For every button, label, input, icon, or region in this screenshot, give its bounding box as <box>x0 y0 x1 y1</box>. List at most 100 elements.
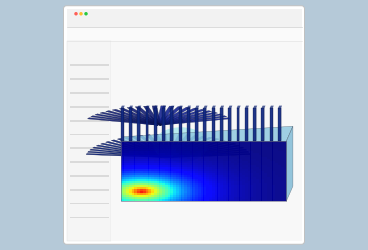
Bar <box>215 143 217 145</box>
Bar <box>198 187 201 189</box>
Polygon shape <box>106 110 160 125</box>
Bar <box>154 147 157 149</box>
Bar <box>151 167 154 169</box>
Bar <box>248 141 251 143</box>
Bar <box>132 153 135 155</box>
Bar <box>215 175 217 177</box>
Bar <box>239 165 243 167</box>
Bar <box>261 199 265 201</box>
Bar <box>121 108 124 141</box>
Bar <box>212 163 215 165</box>
Bar <box>206 191 209 193</box>
Bar <box>176 147 179 149</box>
Bar <box>201 165 204 167</box>
Bar <box>162 157 165 159</box>
Polygon shape <box>168 154 250 158</box>
Bar <box>126 183 129 185</box>
Bar <box>176 141 179 143</box>
Bar <box>256 153 259 155</box>
Polygon shape <box>281 107 282 141</box>
Bar <box>167 149 171 151</box>
Bar <box>272 189 276 191</box>
Bar <box>256 185 259 187</box>
Bar <box>212 147 215 149</box>
Bar <box>215 195 217 197</box>
Bar <box>148 163 151 165</box>
Bar <box>162 189 165 191</box>
Bar <box>192 149 195 151</box>
Bar <box>151 153 154 155</box>
Circle shape <box>79 12 83 16</box>
Bar <box>173 157 176 159</box>
Bar <box>259 153 262 155</box>
Bar <box>162 145 165 147</box>
Bar <box>143 153 146 155</box>
Bar <box>187 143 190 145</box>
Bar <box>204 179 206 181</box>
Bar <box>217 169 220 171</box>
Bar <box>226 165 229 167</box>
Polygon shape <box>93 147 169 158</box>
Bar <box>195 163 198 165</box>
Bar <box>170 197 173 199</box>
Bar <box>270 167 273 169</box>
Bar <box>253 169 256 171</box>
Bar <box>270 181 273 183</box>
Bar <box>278 165 281 167</box>
Bar <box>272 153 276 155</box>
Bar <box>129 179 132 181</box>
Bar <box>198 177 201 179</box>
Bar <box>212 195 215 197</box>
Bar <box>226 171 229 173</box>
Bar <box>192 187 195 189</box>
Bar <box>178 159 182 161</box>
Bar <box>187 179 190 181</box>
Bar <box>181 187 184 189</box>
Bar <box>195 177 198 179</box>
Bar <box>181 141 184 143</box>
Bar <box>270 189 273 191</box>
Bar <box>123 149 127 151</box>
Bar <box>259 143 262 145</box>
Bar <box>151 185 154 187</box>
Bar <box>184 163 187 165</box>
Bar <box>215 193 217 195</box>
Bar <box>132 143 135 145</box>
Bar <box>226 153 229 155</box>
Bar <box>129 163 132 165</box>
Bar <box>264 189 267 191</box>
Bar <box>184 199 187 201</box>
Bar <box>209 167 212 169</box>
Bar <box>245 195 248 197</box>
Bar <box>259 151 262 153</box>
Bar <box>267 145 270 147</box>
Bar <box>245 143 248 145</box>
Bar <box>190 159 193 161</box>
Bar <box>170 108 173 141</box>
Bar <box>253 179 256 181</box>
Bar <box>242 189 245 191</box>
Bar <box>134 177 138 179</box>
Bar <box>237 189 240 191</box>
Bar <box>256 171 259 173</box>
Bar <box>156 161 160 163</box>
Bar <box>126 177 129 179</box>
Bar <box>239 163 243 165</box>
Bar <box>195 161 198 163</box>
Bar <box>165 147 168 149</box>
Bar <box>181 167 184 169</box>
Bar <box>126 165 129 167</box>
Bar <box>134 173 138 175</box>
Bar <box>215 171 217 173</box>
Bar <box>187 191 190 193</box>
Bar <box>178 197 182 199</box>
Bar <box>283 171 287 173</box>
Bar <box>278 169 281 171</box>
Bar <box>184 161 187 163</box>
Bar <box>178 165 182 167</box>
Bar <box>176 189 179 191</box>
Bar <box>173 197 176 199</box>
Bar <box>132 187 135 189</box>
Bar <box>178 147 182 149</box>
Bar <box>204 157 206 159</box>
